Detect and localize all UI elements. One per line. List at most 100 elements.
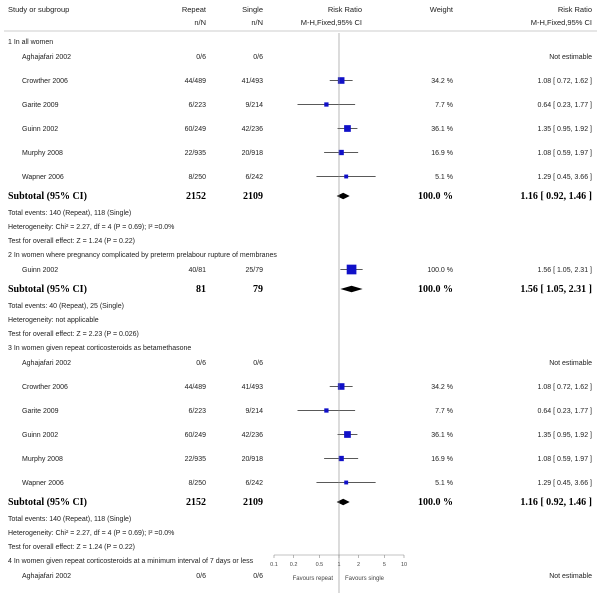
study-weight: 7.7 % bbox=[435, 408, 453, 415]
axis-tick-label: 1 bbox=[337, 562, 340, 568]
study-ci-text: Not estimable bbox=[549, 573, 592, 580]
subtotal-ci-text: 1.16 [ 0.92, 1.46 ] bbox=[520, 191, 592, 202]
group-note: Test for overall effect: Z = 1.24 (P = 0… bbox=[8, 544, 135, 551]
subtotal-label: Subtotal (95% CI) bbox=[8, 497, 87, 508]
header-risk-ratio-text: Risk Ratio bbox=[558, 5, 592, 14]
study-point bbox=[337, 77, 345, 84]
study-ci-text: 0.64 [ 0.23, 1.77 ] bbox=[538, 408, 593, 415]
study-repeat: 6/223 bbox=[188, 408, 206, 415]
group-title: 3 In women given repeat corticosteroids … bbox=[8, 345, 191, 352]
study-weight: 7.7 % bbox=[435, 102, 453, 109]
study-point bbox=[344, 174, 349, 179]
group-title: 1 In all women bbox=[8, 39, 53, 46]
study-weight: 34.2 % bbox=[431, 384, 453, 391]
study-point bbox=[344, 480, 349, 485]
study-single: 9/214 bbox=[245, 102, 263, 109]
study-repeat: 22/935 bbox=[185, 456, 207, 463]
axis-tick-label: 0.1 bbox=[270, 562, 278, 568]
study-repeat: 60/249 bbox=[185, 126, 207, 133]
study-single: 9/214 bbox=[245, 408, 263, 415]
study-single: 0/6 bbox=[253, 54, 263, 61]
study-point bbox=[344, 125, 351, 132]
subtotal-weight: 100.0 % bbox=[418, 191, 453, 202]
study-weight: 5.1 % bbox=[435, 174, 453, 181]
study-weight: 16.9 % bbox=[431, 150, 453, 157]
study-ci-text: 1.08 [ 0.59, 1.97 ] bbox=[538, 456, 593, 463]
subtotal-single: 2109 bbox=[243, 497, 263, 508]
study-repeat: 0/6 bbox=[196, 360, 206, 367]
study-name: Garite 2009 bbox=[22, 408, 59, 415]
group-note: Test for overall effect: Z = 1.24 (P = 0… bbox=[8, 238, 135, 245]
subtotal-weight: 100.0 % bbox=[418, 284, 453, 295]
header-repeat-sub: n/N bbox=[194, 18, 206, 27]
study-ci-text: 1.56 [ 1.05, 2.31 ] bbox=[538, 267, 593, 274]
study-name: Aghajafari 2002 bbox=[22, 360, 71, 367]
study-point bbox=[324, 408, 329, 413]
axis-tick-label: 0.5 bbox=[316, 562, 324, 568]
study-point bbox=[338, 149, 344, 156]
axis-tick-label: 10 bbox=[401, 562, 407, 568]
study-name: Crowther 2006 bbox=[22, 384, 68, 391]
study-point bbox=[337, 383, 345, 390]
study-name: Murphy 2008 bbox=[22, 150, 63, 157]
group-note: Heterogeneity: not applicable bbox=[8, 317, 99, 324]
study-point bbox=[324, 102, 329, 107]
group-title: 2 In women where pregnancy complicated b… bbox=[8, 252, 277, 259]
subtotal-repeat: 2152 bbox=[186, 497, 206, 508]
study-ci-text: 1.35 [ 0.95, 1.92 ] bbox=[538, 126, 593, 133]
group-note: Total events: 140 (Repeat), 118 (Single) bbox=[8, 210, 131, 217]
header-repeat: Repeat bbox=[182, 5, 207, 14]
study-single: 41/493 bbox=[242, 78, 264, 85]
study-ci-text: 0.64 [ 0.23, 1.77 ] bbox=[538, 102, 593, 109]
study-repeat: 44/489 bbox=[185, 78, 207, 85]
study-repeat: 60/249 bbox=[185, 432, 207, 439]
group-note: Heterogeneity: Chi² = 2.27, df = 4 (P = … bbox=[8, 530, 174, 537]
subtotal-ci-text: 1.16 [ 0.92, 1.46 ] bbox=[520, 497, 592, 508]
study-weight: 34.2 % bbox=[431, 78, 453, 85]
axis-tick-label: 5 bbox=[383, 562, 386, 568]
subtotal-diamond bbox=[336, 192, 350, 200]
header-single: Single bbox=[242, 5, 263, 14]
subtotal-single: 79 bbox=[253, 284, 263, 295]
study-name: Aghajafari 2002 bbox=[22, 573, 71, 580]
group-note: Total events: 40 (Repeat), 25 (Single) bbox=[8, 303, 124, 310]
study-name: Aghajafari 2002 bbox=[22, 54, 71, 61]
study-weight: 36.1 % bbox=[431, 126, 453, 133]
study-point bbox=[338, 455, 344, 462]
study-single: 0/6 bbox=[253, 573, 263, 580]
header-risk-ratio-sub: M-H,Fixed,95% CI bbox=[301, 18, 362, 27]
study-ci-text: 1.29 [ 0.45, 3.66 ] bbox=[538, 480, 593, 487]
study-weight: 16.9 % bbox=[431, 456, 453, 463]
subtotal-weight: 100.0 % bbox=[418, 497, 453, 508]
favours-right: Favours single bbox=[345, 576, 385, 582]
axis-tick-label: 2 bbox=[357, 562, 360, 568]
study-repeat: 0/6 bbox=[196, 573, 206, 580]
subtotal-repeat: 2152 bbox=[186, 191, 206, 202]
subtotal-ci-text: 1.56 [ 1.05, 2.31 ] bbox=[520, 284, 592, 295]
study-repeat: 0/6 bbox=[196, 54, 206, 61]
study-single: 42/236 bbox=[242, 126, 264, 133]
header-weight: Weight bbox=[430, 5, 454, 14]
group-note: Heterogeneity: Chi² = 2.27, df = 4 (P = … bbox=[8, 224, 174, 231]
study-name: Guinn 2002 bbox=[22, 267, 58, 274]
group-note: Total events: 140 (Repeat), 118 (Single) bbox=[8, 516, 131, 523]
study-single: 6/242 bbox=[245, 174, 263, 181]
subtotal-label: Subtotal (95% CI) bbox=[8, 284, 87, 295]
header-study: Study or subgroup bbox=[8, 5, 69, 14]
subtotal-diamond bbox=[336, 498, 350, 506]
study-ci-text: 1.08 [ 0.72, 1.62 ] bbox=[538, 384, 593, 391]
study-single: 6/242 bbox=[245, 480, 263, 487]
study-repeat: 44/489 bbox=[185, 384, 207, 391]
subtotal-repeat: 81 bbox=[196, 284, 206, 295]
study-repeat: 40/81 bbox=[188, 267, 206, 274]
header-single-sub: n/N bbox=[251, 18, 263, 27]
study-single: 20/918 bbox=[242, 150, 264, 157]
header-risk-ratio-text-sub: M-H,Fixed,95% CI bbox=[531, 18, 592, 27]
study-single: 0/6 bbox=[253, 360, 263, 367]
study-point bbox=[344, 431, 351, 438]
study-weight: 36.1 % bbox=[431, 432, 453, 439]
axis-tick-label: 0.2 bbox=[290, 562, 298, 568]
subtotal-diamond bbox=[340, 285, 363, 293]
study-single: 42/236 bbox=[242, 432, 264, 439]
